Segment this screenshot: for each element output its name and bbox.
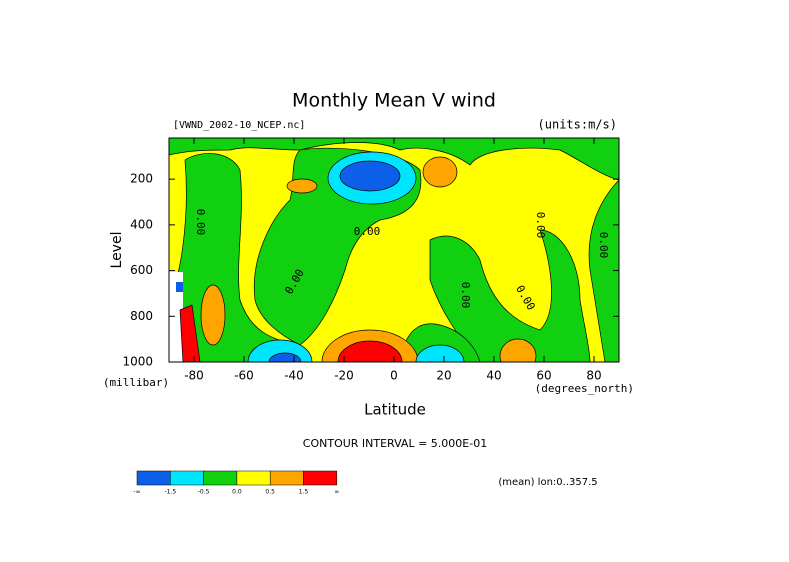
axes: -80 -60 -40 -20 0 20 40 60 80 200 400 600 800 1000 bbox=[122, 138, 619, 383]
colorbar-swatch bbox=[203, 470, 238, 486]
units-label: (units:m/s) bbox=[538, 118, 617, 132]
level-region bbox=[169, 138, 619, 181]
level-region bbox=[588, 179, 619, 362]
colorbar-label: 1.5 bbox=[299, 489, 309, 496]
x-tick-label: 80 bbox=[586, 369, 601, 383]
x-tick-label: 0 bbox=[390, 369, 398, 383]
contour-label: 0.00 bbox=[354, 225, 381, 238]
contour-label: 0.00 bbox=[194, 209, 207, 236]
y-tick-label: 1000 bbox=[122, 355, 153, 369]
contour-label: 0.00 bbox=[534, 212, 547, 239]
colorbar-label: ∞ bbox=[334, 489, 339, 496]
contour-field: 0.00 0.000.00 0.000.000.000.00 bbox=[169, 138, 619, 362]
x-tick-label: -80 bbox=[184, 369, 204, 383]
x-tick-label: 20 bbox=[436, 369, 451, 383]
dataset-label: [VWND_2002-10_NCEP.nc] bbox=[173, 120, 305, 131]
contour-label: 0.00 bbox=[597, 232, 610, 259]
x-tick-label: -20 bbox=[334, 369, 354, 383]
missing-region bbox=[169, 272, 183, 362]
level-region bbox=[339, 160, 401, 192]
level-region bbox=[499, 338, 537, 362]
footer-text: (mean) lon:0..357.5 bbox=[498, 477, 597, 488]
colorbar-label: -1.5 bbox=[164, 489, 176, 496]
level-region bbox=[200, 284, 226, 346]
x-tick-label: 60 bbox=[536, 369, 551, 383]
colorbar-label: 0.0 bbox=[232, 489, 242, 496]
level-region bbox=[179, 304, 201, 362]
level-region bbox=[415, 344, 465, 362]
colorbar-swatch bbox=[236, 470, 271, 486]
x-axis-label: Latitude bbox=[364, 401, 426, 419]
y-tick-label: 200 bbox=[130, 172, 153, 186]
colorbar: -∞ -1.5 -0.5 0.0 0.5 1.5 ∞ bbox=[133, 470, 339, 496]
level-region bbox=[422, 156, 458, 188]
colorbar-swatch bbox=[136, 470, 171, 486]
level-region bbox=[286, 178, 318, 194]
y-unit-label: (millibar) bbox=[103, 376, 169, 389]
colorbar-label: -∞ bbox=[133, 489, 140, 496]
colorbar-label: -0.5 bbox=[198, 489, 210, 496]
colorbar-swatch bbox=[170, 470, 204, 486]
x-tick-label: 40 bbox=[486, 369, 501, 383]
level-region bbox=[337, 340, 403, 362]
x-unit-label: (degrees_north) bbox=[535, 382, 634, 395]
contour-interval: CONTOUR INTERVAL = 5.000E-01 bbox=[303, 437, 487, 450]
colorbar-swatch bbox=[269, 470, 304, 486]
x-tick-label: -40 bbox=[284, 369, 304, 383]
y-axis-label: Level bbox=[109, 232, 125, 269]
contour-label: 0.00 bbox=[459, 282, 472, 309]
colorbar-swatch bbox=[303, 470, 338, 486]
y-tick-label: 600 bbox=[130, 263, 153, 277]
x-tick-label: -60 bbox=[234, 369, 254, 383]
level-region bbox=[176, 282, 183, 292]
y-tick-label: 800 bbox=[130, 309, 153, 323]
colorbar-label: 0.5 bbox=[265, 489, 275, 496]
level-region bbox=[268, 352, 302, 362]
y-tick-label: 400 bbox=[130, 217, 153, 231]
chart-title: Monthly Mean V wind bbox=[292, 90, 496, 112]
